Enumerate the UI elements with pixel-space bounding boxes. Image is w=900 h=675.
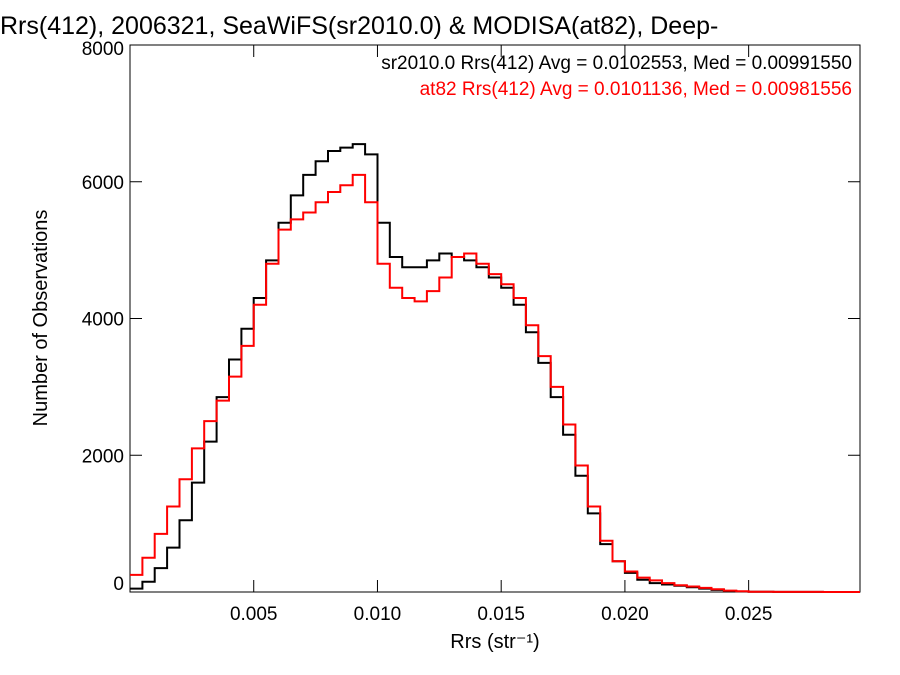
x-tick-label: 0.010 (354, 604, 402, 625)
series-layer (130, 143, 860, 593)
x-axis-ticks: 0.005 0.010 0.015 0.020 0.025 (230, 45, 772, 625)
x-tick-label: 0.020 (601, 604, 649, 625)
x-tick-label: 0.025 (725, 604, 773, 625)
y-axis-ticks: 0 2000 4000 6000 8000 (82, 39, 860, 595)
y-tick-label: 4000 (82, 310, 124, 331)
x-tick-label: 0.015 (477, 604, 525, 625)
series-line-at82 (130, 173, 860, 593)
series-line-sr2010.0 (130, 143, 860, 593)
y-axis-label: Number of Observations (30, 210, 52, 427)
x-tick-label: 0.005 (230, 604, 278, 625)
x-axis-label: Rrs (str⁻¹) (450, 631, 539, 653)
y-tick-label: 6000 (82, 173, 124, 194)
y-tick-label: 8000 (82, 39, 124, 60)
y-tick-label: 2000 (82, 446, 124, 467)
legend-entry-at82: at82 Rrs(412) Avg = 0.0101136, Med = 0.0… (420, 79, 852, 100)
legend-entry-sr2010: sr2010.0 Rrs(412) Avg = 0.0102553, Med =… (381, 53, 852, 74)
chart-title: Rrs(412), 2006321, SeaWiFS(sr2010.0) & M… (0, 12, 718, 40)
plot-frame (129, 44, 861, 593)
y-tick-label: 0 (113, 574, 124, 595)
